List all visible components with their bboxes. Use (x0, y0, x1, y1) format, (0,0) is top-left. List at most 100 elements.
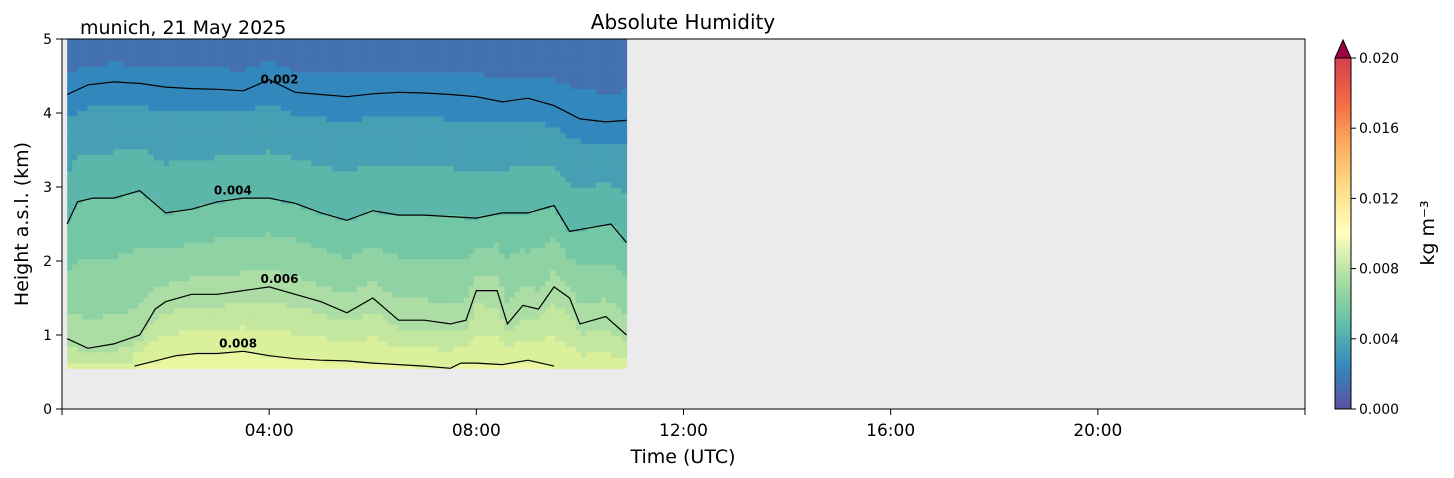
heatmap-cell (367, 71, 373, 79)
heatmap-cell (418, 159, 424, 166)
heatmap-cell (240, 307, 246, 315)
heatmap-cell (118, 154, 124, 161)
heatmap-cell (453, 236, 460, 243)
heatmap-cell (112, 192, 119, 199)
heatmap-cell (306, 329, 312, 336)
heatmap-cell (428, 39, 434, 46)
heatmap-cell (473, 71, 480, 79)
heatmap-cell (484, 44, 490, 51)
heatmap-cell (275, 115, 282, 122)
heatmap-cell (326, 170, 333, 177)
heatmap-cell (392, 225, 399, 232)
heatmap-cell (357, 264, 363, 271)
heatmap-cell (367, 302, 373, 309)
heatmap-cell (92, 335, 99, 342)
heatmap-cell (346, 60, 353, 68)
heatmap-cell (82, 264, 89, 271)
heatmap-cell (412, 132, 419, 139)
heatmap-cell (377, 132, 384, 139)
heatmap-cell (306, 121, 312, 128)
heatmap-cell (377, 148, 384, 155)
heatmap-cell (357, 236, 363, 243)
heatmap-cell (234, 209, 241, 216)
heatmap-cell (270, 143, 277, 150)
heatmap-cell (72, 44, 78, 51)
heatmap-cell (280, 220, 287, 227)
heatmap-cell (128, 318, 134, 325)
heatmap-cell (245, 231, 251, 238)
heatmap-cell (199, 242, 206, 249)
heatmap-cell (453, 55, 460, 62)
heatmap-cell (189, 170, 195, 177)
heatmap-cell (407, 318, 414, 325)
heatmap-cell (92, 351, 99, 358)
heatmap-cell (479, 313, 485, 320)
heatmap-cell (402, 60, 409, 68)
heatmap-cell (72, 60, 78, 68)
heatmap-cell (306, 296, 312, 304)
heatmap-cell (362, 253, 368, 260)
heatmap-cell (372, 143, 378, 150)
heatmap-cell (199, 225, 206, 232)
heatmap-cell (82, 329, 89, 336)
heatmap-cell (428, 154, 434, 161)
heatmap-cell (138, 280, 145, 287)
heatmap-cell (270, 253, 277, 260)
heatmap-cell (67, 93, 73, 100)
heatmap-cell (301, 154, 307, 161)
heatmap-cell (92, 187, 99, 194)
heatmap-cell (351, 44, 358, 51)
heatmap-cell (87, 148, 94, 155)
heatmap-cell (448, 165, 455, 172)
heatmap-cell (397, 307, 404, 315)
heatmap-cell (397, 154, 404, 161)
heatmap-cell (118, 203, 124, 210)
heatmap-cell (367, 159, 373, 166)
heatmap-cell (107, 49, 114, 57)
heatmap-cell (428, 66, 434, 73)
heatmap-cell (346, 247, 353, 254)
heatmap-cell (133, 60, 139, 68)
heatmap-cell (418, 296, 424, 304)
heatmap-cell (128, 357, 134, 364)
heatmap-cell (412, 220, 419, 227)
heatmap-cell (72, 285, 78, 293)
heatmap-cell (97, 253, 104, 260)
heatmap-cell (448, 247, 455, 254)
heatmap-cell (87, 231, 94, 238)
heatmap-cell (321, 181, 328, 188)
heatmap-cell (250, 225, 256, 232)
heatmap-cell (255, 132, 262, 139)
heatmap-cell (102, 60, 109, 68)
heatmap-cell (458, 126, 465, 133)
heatmap-cell (255, 220, 262, 227)
heatmap-cell (387, 258, 394, 265)
heatmap-cell (158, 71, 165, 79)
heatmap-cell (234, 307, 241, 315)
heatmap-cell (357, 209, 363, 216)
heatmap-cell (97, 307, 104, 315)
heatmap-cell (418, 192, 424, 199)
heatmap-cell (270, 88, 277, 95)
heatmap-cell (280, 88, 287, 95)
heatmap-cell (82, 93, 89, 100)
heatmap-cell (285, 285, 292, 293)
heatmap-cell (138, 176, 145, 183)
heatmap-cell (438, 258, 445, 265)
heatmap-cell (326, 198, 333, 205)
heatmap-cell (138, 77, 145, 84)
heatmap-cell (270, 115, 277, 122)
heatmap-cell (321, 170, 328, 177)
heatmap-cell (392, 291, 399, 298)
heatmap-cell (397, 302, 404, 309)
heatmap-cell (463, 60, 470, 68)
heatmap-cell (357, 220, 363, 227)
heatmap-cell (438, 71, 445, 79)
heatmap-cell (346, 170, 353, 177)
heatmap-cell (92, 66, 99, 73)
heatmap-cell (458, 121, 465, 128)
heatmap-cell (453, 60, 460, 68)
heatmap-cell (392, 77, 399, 84)
heatmap-cell (102, 362, 109, 369)
heatmap-cell (255, 165, 262, 172)
